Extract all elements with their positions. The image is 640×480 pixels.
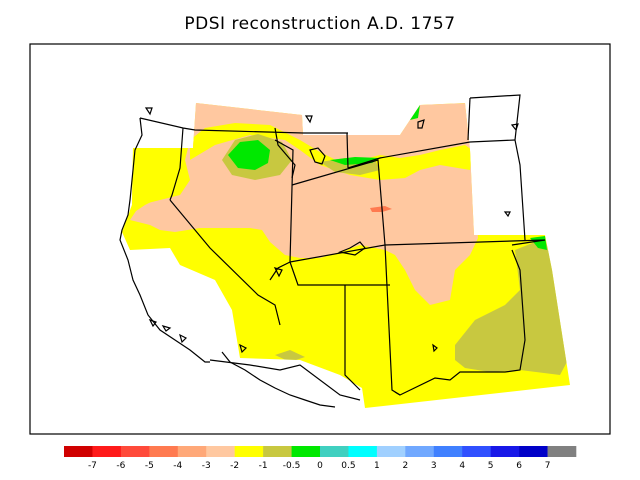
border-wy [289, 159, 386, 263]
great-salt-lake [309, 147, 326, 165]
lake-north-4 [144, 107, 153, 116]
legend-label-11: 2 [402, 461, 408, 471]
legend-swatch-1 [92, 446, 122, 457]
legend-label-2: -5 [145, 461, 154, 471]
legend-swatch-0 [64, 446, 93, 457]
field-moist-band [190, 123, 472, 180]
field-green-north [228, 140, 270, 170]
field-dry-north [130, 103, 478, 305]
field-severe-spot [370, 206, 392, 212]
island-2 [161, 325, 172, 332]
border-ok-tx [394, 249, 526, 396]
island-1 [148, 318, 157, 328]
lake-north-1 [510, 123, 519, 132]
border-mt-nd [346, 132, 349, 169]
border-ks-ok [511, 239, 546, 246]
mexico-border [209, 359, 361, 401]
legend-label-7: -0.5 [283, 461, 301, 471]
legend-swatch-10 [348, 446, 378, 457]
border-ca-nv [169, 199, 281, 326]
legend-swatch-17 [547, 446, 577, 457]
lake-north-2 [503, 211, 511, 218]
legend-label-8: 0 [317, 461, 323, 471]
legend-swatch-7 [263, 446, 292, 457]
legend-label-9: 0.5 [341, 461, 355, 471]
lake-north-6 [273, 267, 283, 278]
lake-detail [337, 241, 366, 256]
lake-north-3 [417, 119, 425, 129]
border-north-east [347, 139, 516, 169]
legend-label-16: 7 [545, 461, 551, 471]
island-5 [432, 343, 438, 353]
legend-swatch-12 [405, 446, 435, 457]
legend-label-3: -4 [173, 461, 182, 471]
legend-label-14: 5 [488, 461, 494, 471]
lake-north-5 [304, 115, 313, 124]
legend: -7 -6 -5 -4 -3 -2 -1 -0.5 0 0.5 1 2 3 4 5 6 7 [64, 446, 577, 471]
legend-label-1: -6 [116, 461, 125, 471]
legend-label-0: -7 [88, 461, 97, 471]
gulf-of-california [221, 351, 336, 408]
legend-swatch-6 [234, 446, 264, 457]
legend-swatch-15 [490, 446, 520, 457]
border-nd-mn [469, 94, 526, 241]
field-olive-south [275, 350, 305, 362]
legend-swatch-11 [376, 446, 406, 457]
legend-label-13: 4 [459, 461, 465, 471]
legend-label-12: 3 [431, 461, 437, 471]
legend-swatch-13 [433, 446, 463, 457]
border-az-nm [344, 285, 361, 391]
legend-swatch-14 [462, 446, 491, 457]
legend-swatch-4 [177, 446, 207, 457]
pacific-coast [119, 117, 210, 363]
legend-label-5: -2 [230, 461, 239, 471]
legend-swatch-9 [320, 446, 349, 457]
map-title: PDSI reconstruction A.D. 1757 [184, 14, 456, 34]
border-mn-canada [467, 97, 471, 141]
legend-label-6: -1 [259, 461, 268, 471]
border-ne-ks [384, 239, 546, 246]
legend-swatch-2 [120, 446, 150, 457]
border-id-mt [274, 127, 296, 179]
pdsi-field [122, 103, 570, 408]
state-boundaries [119, 94, 546, 408]
field-west-yellow [130, 148, 185, 215]
legend-swatch-5 [206, 446, 235, 457]
field-olive-southeast [455, 238, 568, 375]
legend-swatch-16 [519, 446, 548, 457]
legend-label-4: -3 [202, 461, 211, 471]
border-wa-or-id [169, 127, 184, 201]
legend-label-15: 6 [516, 461, 522, 471]
island-3 [239, 343, 248, 354]
legend-swatch-3 [149, 446, 179, 457]
legend-label-10: 1 [374, 461, 380, 471]
island-4 [179, 333, 188, 344]
border-ut-az [289, 261, 390, 286]
legend-swatch-8 [291, 446, 321, 457]
